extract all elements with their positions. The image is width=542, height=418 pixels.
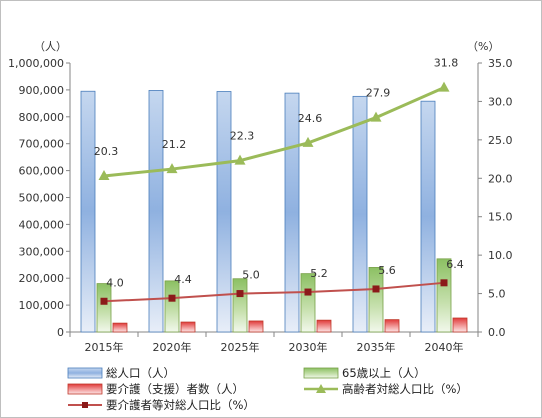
legend-marker-elderly-ratio	[316, 384, 326, 393]
data-label-elderly-ratio: 20.3	[94, 145, 119, 158]
data-label-care-ratio: 5.2	[310, 267, 328, 280]
right-tick-label: 5.0	[488, 288, 506, 301]
left-tick-label: 800,000	[19, 111, 65, 124]
bar-care-recipients	[384, 319, 400, 333]
marker-elderly-ratio	[234, 154, 246, 165]
marker-care-ratio	[168, 294, 176, 302]
data-label-elderly-ratio: 27.9	[366, 87, 391, 100]
left-tick-label: 1,000,000	[8, 57, 64, 70]
legend-marker-care-ratio	[82, 402, 88, 408]
left-tick-label: 600,000	[19, 165, 65, 178]
legend-label-elderly-ratio: 高齢者対総人口比（%）	[342, 382, 468, 396]
left-tick-label: 100,000	[19, 299, 65, 312]
left-tick-label: 700,000	[19, 138, 65, 151]
bar-total-population	[216, 91, 232, 333]
marker-elderly-ratio	[438, 81, 450, 92]
x-tick-label: 2035年	[357, 340, 396, 354]
legend-swatch-65plus	[303, 367, 339, 379]
marker-care-ratio	[304, 288, 312, 296]
legend-label-65plus: 65歳以上（人）	[342, 366, 426, 380]
x-tick-label: 2025年	[221, 340, 260, 354]
x-tick-label: 2040年	[425, 340, 464, 354]
data-label-elderly-ratio: 21.2	[162, 138, 187, 151]
bar-care-recipients	[316, 319, 332, 333]
bar-care-recipients	[112, 322, 128, 333]
right-tick-label: 25.0	[488, 134, 513, 147]
marker-elderly-ratio	[302, 136, 314, 147]
bar-total-population	[284, 92, 300, 333]
line-care-ratio	[103, 281, 445, 303]
left-tick-label: 400,000	[19, 218, 65, 231]
bar-65plus	[232, 278, 248, 333]
chart-legend: 総人口（人） 65歳以上（人） 要介護（支援）者数（人） 高齢者対総人口比（%）…	[67, 366, 468, 412]
left-tick-label: 200,000	[19, 272, 65, 285]
bar-care-recipients	[248, 320, 264, 333]
bar-total-population	[420, 100, 436, 333]
data-label-elderly-ratio: 24.6	[298, 112, 323, 125]
right-tick-label: 15.0	[488, 211, 513, 224]
bar-65plus	[368, 267, 384, 333]
x-tick-label: 2020年	[153, 340, 192, 354]
data-label-care-ratio: 5.0	[242, 269, 260, 282]
legend-label-care-recipients: 要介護（支援）者数（人）	[106, 382, 244, 396]
bar-total-population	[148, 90, 164, 333]
right-tick-label: 20.0	[488, 172, 513, 185]
x-tick-label: 2030年	[289, 340, 328, 354]
data-label-care-ratio: 4.4	[174, 273, 192, 286]
right-tick-label: 0.0	[488, 326, 506, 339]
marker-care-ratio	[440, 279, 448, 287]
bar-care-recipients	[452, 317, 468, 333]
data-label-care-ratio: 4.0	[106, 276, 124, 289]
right-tick-label: 10.0	[488, 249, 513, 262]
bar-65plus	[436, 258, 452, 333]
left-axis-unit: （人）	[34, 40, 67, 53]
marker-care-ratio	[372, 285, 380, 293]
x-tick-label: 2015年	[85, 340, 124, 354]
legend-swatch-total-population	[67, 367, 103, 379]
marker-care-ratio	[100, 297, 108, 305]
data-label-elderly-ratio: 31.8	[434, 57, 459, 70]
right-axis-unit: （%）	[467, 40, 499, 53]
bar-total-population	[352, 95, 368, 333]
legend-swatch-care-recipients	[67, 383, 103, 395]
left-tick-label: 0	[57, 326, 64, 339]
bar-total-population	[80, 90, 96, 333]
marker-elderly-ratio	[370, 111, 382, 122]
left-tick-label: 900,000	[19, 84, 65, 97]
left-tick-label: 300,000	[19, 245, 65, 258]
left-tick-label: 500,000	[19, 192, 65, 205]
bar-65plus	[164, 280, 180, 333]
legend-label-total-population: 総人口（人）	[106, 366, 175, 380]
bar-65plus	[96, 283, 112, 333]
marker-elderly-ratio	[166, 163, 178, 174]
marker-care-ratio	[236, 290, 244, 298]
data-label-care-ratio: 6.4	[446, 258, 464, 271]
bar-65plus	[300, 273, 316, 333]
right-tick-label: 35.0	[488, 57, 513, 70]
legend-label-care-ratio: 要介護者等対総人口比（%）	[106, 398, 255, 412]
data-label-care-ratio: 5.6	[378, 264, 396, 277]
bar-care-recipients	[180, 321, 196, 333]
marker-elderly-ratio	[98, 169, 110, 180]
data-label-elderly-ratio: 22.3	[230, 130, 255, 143]
right-tick-label: 30.0	[488, 95, 513, 108]
line-elderly-ratio	[103, 86, 445, 178]
